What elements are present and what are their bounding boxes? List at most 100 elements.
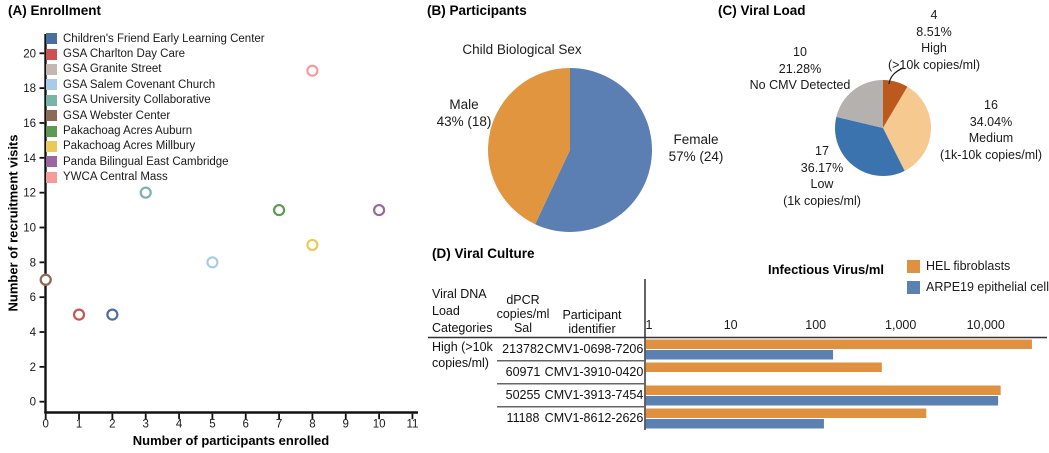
legend-item: GSA Charlton Day Care [46, 46, 265, 61]
viral-load-pie-slice [883, 86, 932, 171]
bar-x-tick-label: 10 [724, 318, 738, 332]
medium-label-line: (1k-10k copies/ml) [939, 147, 1043, 162]
category-cell: High (>10k copies/ml) [432, 339, 493, 371]
no-cmv-label-line: 10 [793, 45, 807, 59]
low-label-line: 36.17% [800, 160, 844, 175]
x-tick-label: 11 [406, 419, 418, 431]
legend-swatch [46, 48, 57, 60]
x-tick-label: 1 [76, 419, 82, 431]
table-header-line: Participant [562, 308, 622, 322]
sex-pie-slice [488, 68, 570, 225]
low-label-line: Low [810, 177, 834, 191]
scatter-point [72, 308, 86, 321]
sex-pie-title: Child Biological Sex [462, 42, 582, 57]
dpcr-cell: 60971 [505, 365, 541, 379]
y-tick-label: 14 [23, 153, 36, 165]
y-tick-label: 0 [30, 397, 36, 409]
bar-legend-item: ARPE19 epithelial cells [907, 280, 1049, 294]
legend-swatch [46, 110, 57, 122]
legend-swatch [46, 94, 57, 106]
scatter-point [306, 64, 319, 77]
scatter-point [206, 256, 219, 269]
enrollment-legend: Children's Friend Early Learning Center G… [46, 31, 265, 185]
panel-c-title: (C) Viral Load [718, 3, 806, 18]
dpcr-cell: 50255 [505, 388, 541, 402]
scatter-point [139, 186, 152, 199]
y-tick-label: 6 [30, 292, 36, 304]
medium-label-line: 34.04% [969, 114, 1013, 129]
legend-item: YWCA Central Mass [46, 170, 265, 185]
bar-legend-swatch [907, 259, 920, 273]
legend-item-label: GSA Salem Covenant Church [63, 78, 216, 91]
participant-cell: CMV1-3913-7454 [544, 388, 644, 402]
y-tick-label: 20 [23, 48, 36, 60]
male-label-line: 43% (18) [436, 114, 492, 129]
bar-legend-label: ARPE19 epithelial cells [926, 280, 1049, 294]
table-header: Participant identifier [562, 308, 621, 336]
x-tick-label: 6 [243, 419, 249, 431]
high-slice-leader-line [888, 67, 904, 85]
infectious-virus-title: Infectious Virus/ml [767, 262, 885, 277]
hel-bar [645, 385, 1001, 395]
hel-bar [645, 362, 882, 372]
dpcr-cell: 11188 [506, 411, 540, 425]
x-tick-label: 2 [109, 419, 115, 431]
legend-item: Panda Bilingual East Cambridge [46, 154, 265, 169]
legend-swatch [46, 156, 57, 168]
hel-bar [645, 339, 1032, 349]
bar-x-tick-label: 10,000 [967, 318, 1005, 332]
legend-item-label: GSA Webster Center [63, 109, 171, 122]
legend-item: GSA Webster Center [46, 108, 265, 123]
scatter-point [373, 203, 386, 217]
y-tick-label: 10 [23, 223, 36, 235]
bar-x-tick-label: 100 [805, 318, 826, 332]
x-tick-label: 8 [309, 419, 315, 431]
high-label-line: (>10k copies/ml) [887, 57, 981, 72]
x-tick-label: 7 [276, 419, 282, 431]
table-header-line: Categories [432, 321, 493, 335]
table-header-line: identifier [568, 322, 616, 336]
legend-item-label: Panda Bilingual East Cambridge [63, 155, 229, 168]
bar-legend-swatch [907, 280, 920, 294]
low-label-line: (1k copies/ml) [783, 193, 861, 208]
table-header-line: Viral DNA [432, 287, 487, 301]
dpcr-cell: 213782 [502, 342, 544, 356]
panel-b-title: (B) Participants [427, 3, 527, 18]
x-tick-label: 5 [209, 419, 215, 431]
scatter-point [272, 203, 286, 217]
x-tick-label: 0 [42, 419, 48, 431]
legend-swatch [46, 79, 57, 91]
hel-bar [645, 408, 927, 418]
x-tick-label: 3 [143, 419, 149, 431]
y-tick-label: 2 [30, 362, 36, 374]
y-tick-label: 4 [30, 327, 37, 339]
low-label-line: 17 [815, 144, 829, 158]
legend-item-label: Pakachoag Acres Millbury [63, 140, 196, 153]
table-header-line: Sal [513, 321, 533, 335]
participant-cell: CMV1-0698-7206 [544, 342, 644, 356]
participant-cell: CMV1-8612-2626 [544, 411, 644, 425]
panel-a-title: (A) Enrollment [8, 3, 101, 18]
table-header-line: Load [432, 304, 460, 318]
viral-load-pie-slice [835, 116, 905, 177]
table-header: dPCR copies/ml Sal [497, 293, 550, 335]
arpe19-bar [645, 350, 834, 360]
y-tick-label: 12 [23, 188, 36, 200]
legend-item-label: GSA Granite Street [63, 63, 162, 76]
legend-swatch [46, 171, 57, 183]
panel-d-title: (D) Viral Culture [432, 246, 535, 261]
legend-swatch [46, 140, 57, 152]
table-header: Viral DNA Load Categories [432, 286, 492, 337]
bar-x-tick-label: 1 [646, 318, 653, 332]
legend-item: GSA University Collaborative [46, 93, 265, 108]
scatter-point [306, 238, 319, 252]
enrollment-y-axis-title: Number of recruitment visits [5, 134, 21, 312]
medium-label-line: 16 [984, 98, 998, 112]
category-line: High (>10k [432, 340, 493, 354]
y-tick-label: 16 [23, 118, 36, 130]
y-tick-label: 18 [23, 83, 36, 95]
bar-x-tick-label: 1,000 [885, 318, 916, 332]
legend-item: Children's Friend Early Learning Center [46, 31, 265, 46]
